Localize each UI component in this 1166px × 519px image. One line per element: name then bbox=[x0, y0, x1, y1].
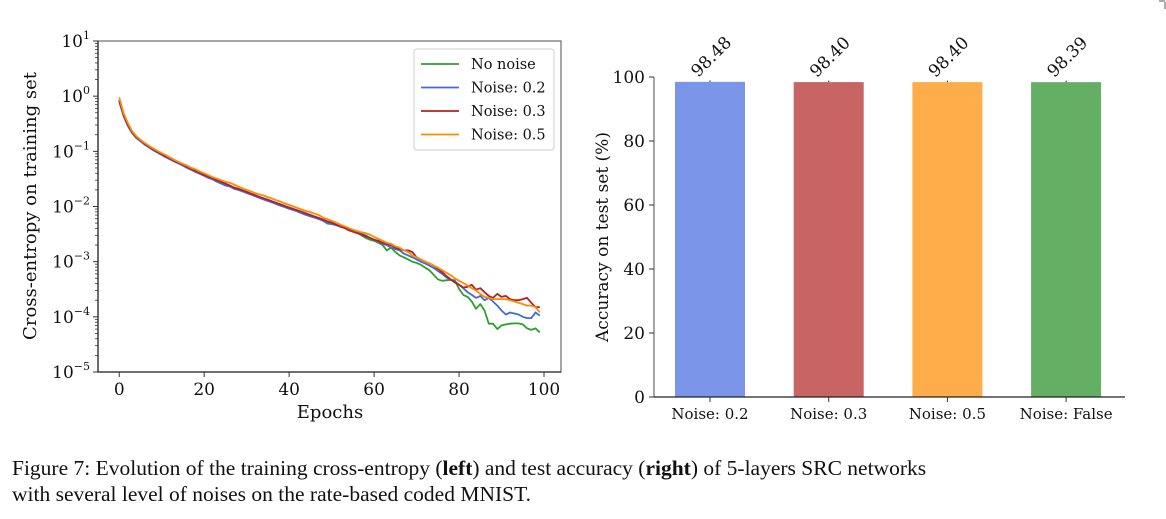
bar-noise-false bbox=[1031, 82, 1102, 397]
left-x-ticks: 0 20 40 60 80 100 bbox=[114, 372, 560, 400]
legend-label: Noise: 0.3 bbox=[471, 104, 546, 120]
bar-value-label: 98.39 bbox=[1043, 33, 1092, 82]
right-y-ticks: 0 20 40 60 80 100 bbox=[613, 68, 654, 408]
bar-noise-0-3 bbox=[793, 82, 864, 398]
left-series-lines bbox=[118, 97, 541, 334]
left-x-axis-label: Epochs bbox=[297, 402, 363, 423]
left-y-ticks: 101 100 10−1 10−2 10−3 10−4 10−5 bbox=[52, 29, 98, 383]
left-y-tick-label: 10−5 bbox=[52, 360, 90, 383]
right-y-tick-label: 80 bbox=[623, 132, 645, 152]
left-x-tick-label: 60 bbox=[363, 380, 385, 400]
bar-noise-0-2 bbox=[675, 81, 745, 397]
right-y-tick-label: 100 bbox=[613, 68, 645, 88]
left-x-tick-label: 40 bbox=[278, 380, 300, 400]
caption-right-bold: right bbox=[645, 456, 691, 480]
caption-left-bold: left bbox=[442, 456, 473, 480]
figure-caption: Figure 7: Evolution of the training cros… bbox=[12, 455, 1162, 507]
left-y-axis-label: Cross-entropy on training set bbox=[20, 71, 41, 340]
right-y-tick-label: 20 bbox=[623, 324, 645, 344]
corner-mark bbox=[1159, 0, 1166, 9]
right-x-tick-label: Noise: 0.3 bbox=[790, 405, 867, 423]
right-y-tick-label: 0 bbox=[634, 388, 645, 408]
legend-label: No noise bbox=[471, 57, 536, 73]
right-x-tick-label: Noise: 0.2 bbox=[671, 405, 748, 423]
left-y-tick-label: 10−4 bbox=[52, 305, 90, 328]
bars: 98.48 98.40 98.40 98.39 bbox=[675, 33, 1102, 398]
left-y-tick-label: 10−3 bbox=[52, 250, 90, 273]
right-y-tick-label: 40 bbox=[623, 260, 645, 280]
right-x-tick-label: Noise: 0.5 bbox=[909, 405, 986, 423]
left-y-tick-label: 100 bbox=[61, 84, 90, 107]
left-x-tick-label: 20 bbox=[193, 380, 215, 400]
left-y-tick-label: 101 bbox=[61, 29, 90, 52]
right-x-ticks: Noise: 0.2 Noise: 0.3 Noise: 0.5 Noise: Fal… bbox=[671, 397, 1113, 423]
left-y-tick-label: 10−2 bbox=[52, 195, 90, 218]
bar-value-label: 98.40 bbox=[925, 33, 974, 82]
legend: No noise Noise: 0.2 Noise: 0.3 Noise: 0.5 bbox=[413, 48, 555, 151]
legend-label: Noise: 0.2 bbox=[471, 81, 546, 97]
left-y-tick-label: 10−1 bbox=[52, 139, 90, 162]
caption-suffix: ) of 5-layers SRC networks bbox=[690, 456, 927, 480]
right-y-axis-label: Accuracy on test set (%) bbox=[593, 132, 613, 343]
bar-value-label: 98.48 bbox=[687, 33, 736, 82]
right-y-tick-label: 60 bbox=[623, 196, 645, 216]
caption-prefix: Figure 7: Evolution of the training cros… bbox=[12, 456, 443, 480]
caption-middle: ) and test accuracy ( bbox=[472, 456, 646, 480]
left-x-tick-label: 0 bbox=[114, 380, 125, 400]
left-x-tick-label: 100 bbox=[528, 380, 560, 400]
caption-line2: with several level of noises on the rate… bbox=[12, 482, 532, 506]
series-line-noise-0-5 bbox=[118, 97, 541, 314]
legend-box bbox=[413, 48, 555, 151]
bar-noise-0-5 bbox=[912, 82, 983, 398]
test-accuracy-bar-chart: 98.48 98.40 98.40 98.39 0 20 40 60 80 100 Noise:… bbox=[593, 33, 1125, 423]
right-x-tick-label: Noise: False bbox=[1020, 405, 1113, 423]
bar-value-label: 98.40 bbox=[806, 33, 855, 82]
legend-label: Noise: 0.5 bbox=[471, 128, 546, 144]
left-x-tick-label: 80 bbox=[448, 380, 470, 400]
